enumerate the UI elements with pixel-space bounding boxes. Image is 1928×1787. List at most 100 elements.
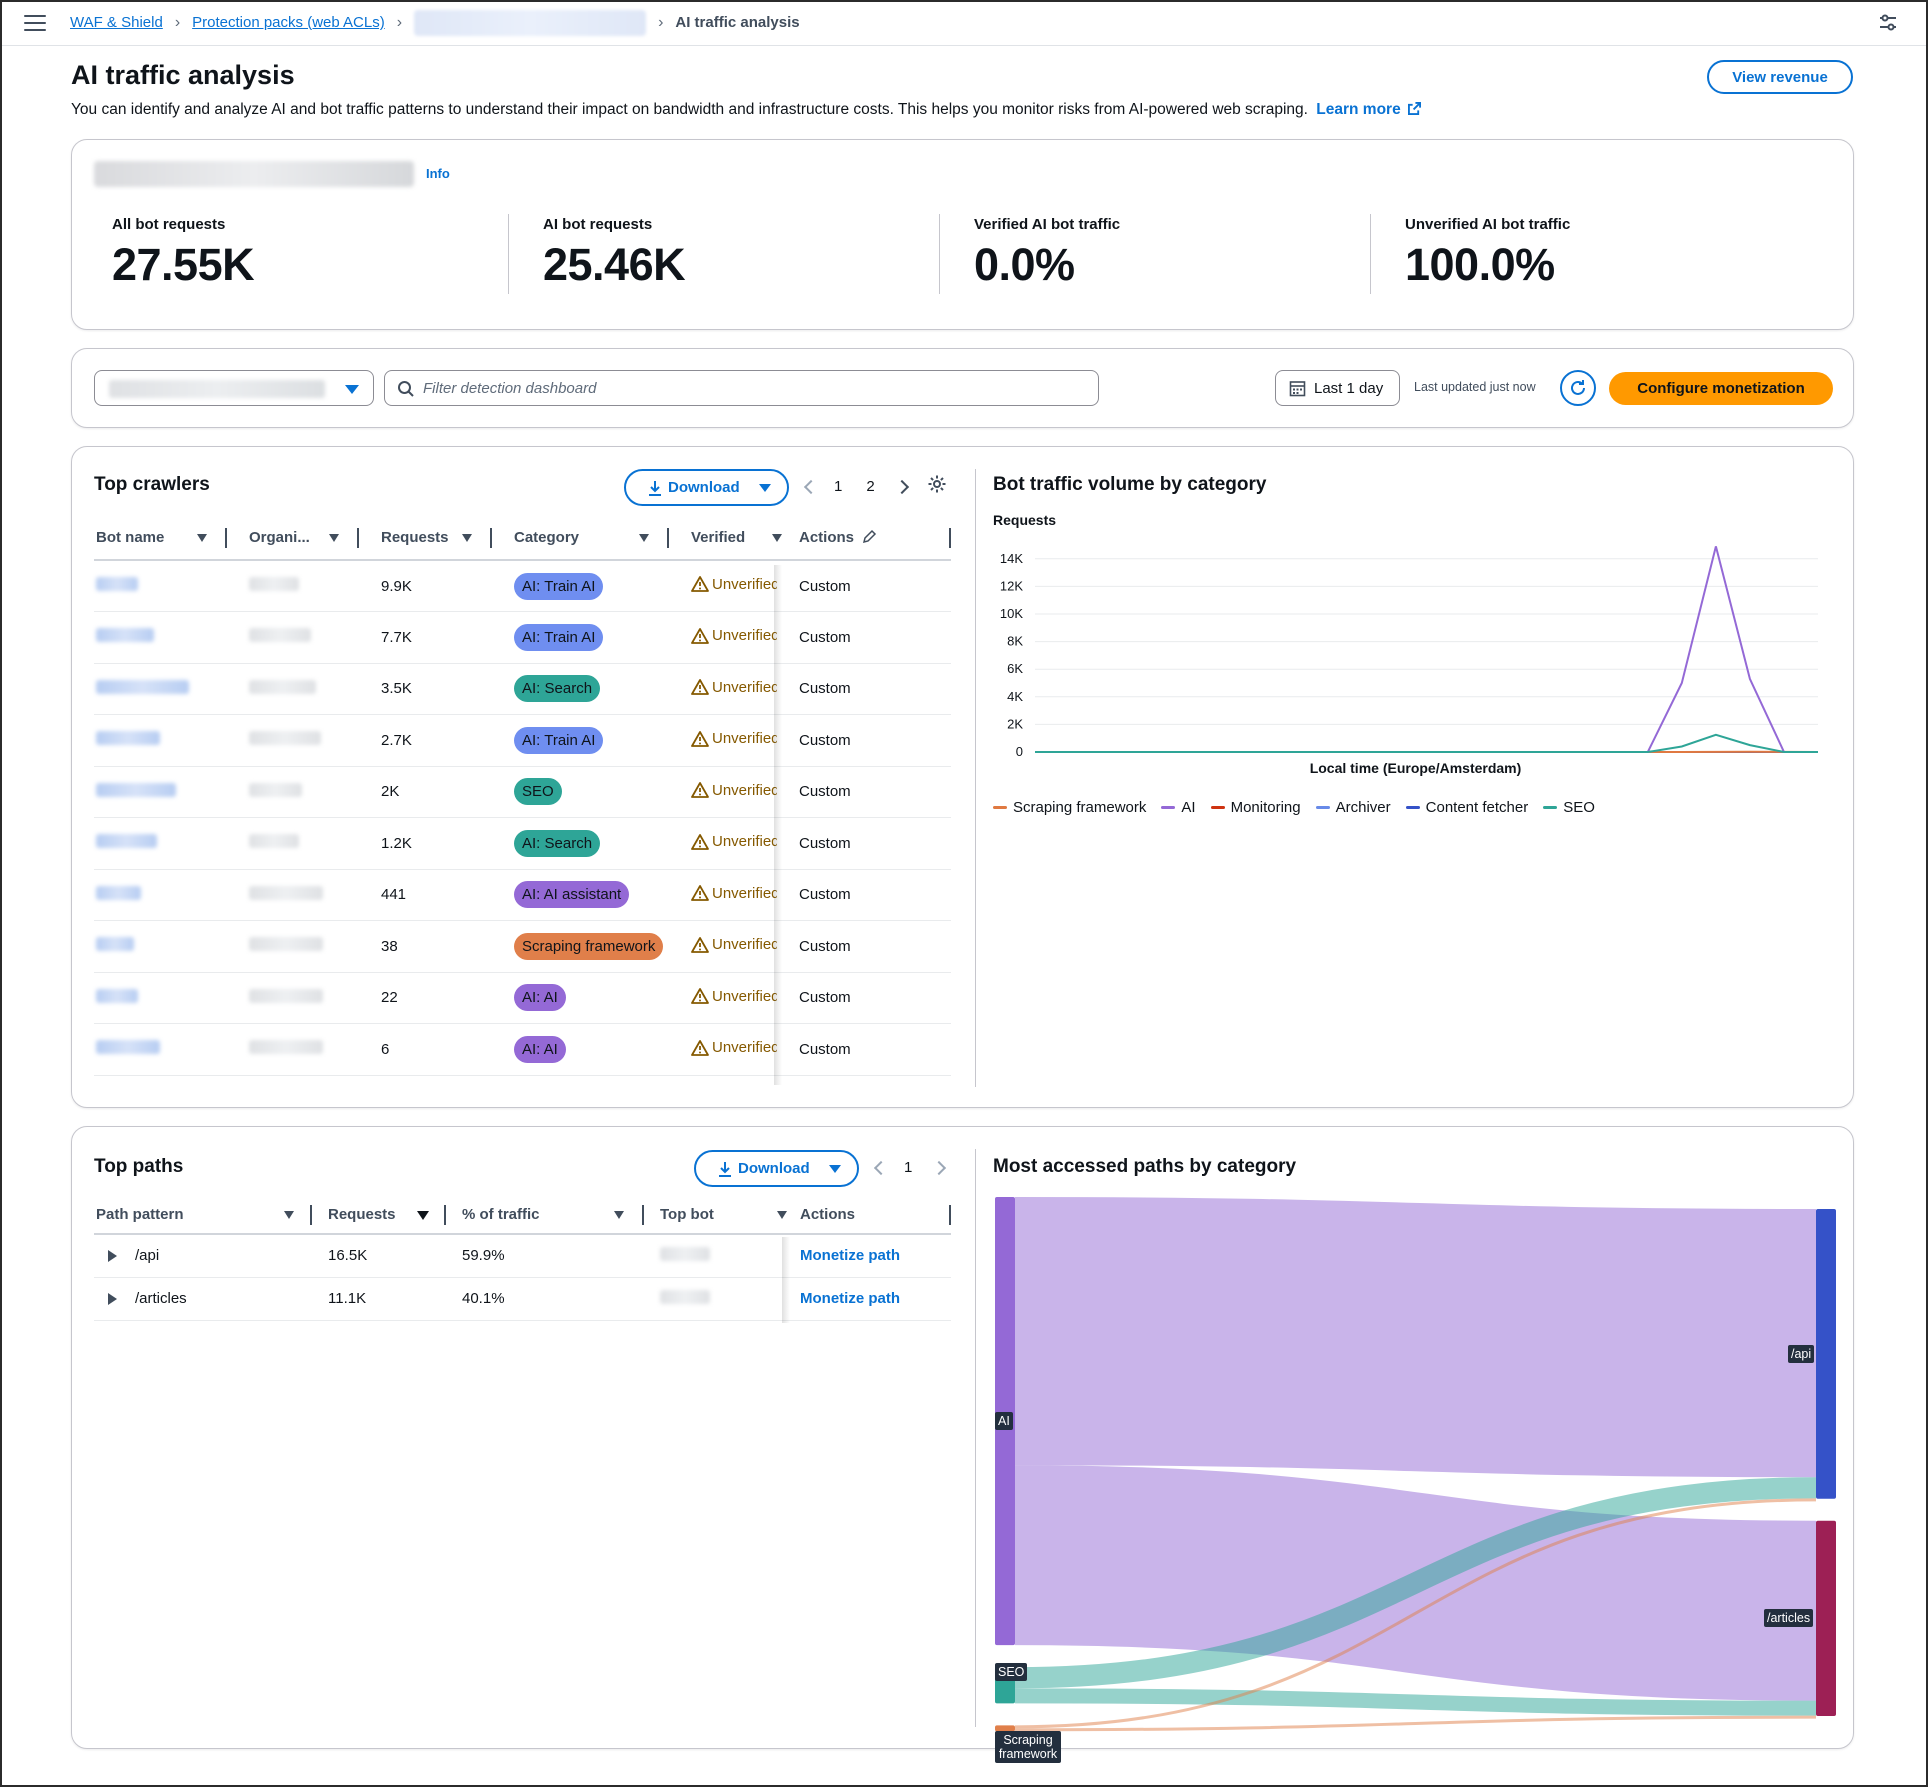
column-resizer[interactable] (225, 528, 227, 548)
bot-name-link-redacted[interactable] (96, 937, 135, 952)
monetize-path-link[interactable]: Monetize path (800, 1290, 900, 1307)
gear-icon[interactable] (927, 474, 947, 494)
page-1[interactable]: 1 (904, 1159, 913, 1176)
next-page-icon[interactable] (932, 1160, 947, 1175)
verified-cell: Unverified (669, 714, 779, 767)
sankey-node[interactable] (995, 1725, 1015, 1732)
col-path-pattern[interactable]: Path pattern (94, 1196, 312, 1235)
info-link[interactable]: Info (426, 166, 450, 181)
sort-icon[interactable] (197, 534, 207, 542)
view-revenue-button[interactable]: View revenue (1707, 60, 1853, 94)
web-acl-select[interactable] (94, 370, 374, 406)
series-line-seo[interactable] (1035, 733, 1818, 753)
previous-page-icon[interactable] (803, 479, 819, 494)
col-bot-name[interactable]: Bot name (94, 516, 227, 561)
breadcrumb-web-acl-redacted[interactable] (414, 9, 647, 36)
bot-name-link-redacted[interactable] (96, 834, 157, 849)
sankey-link[interactable] (1014, 1197, 1817, 1478)
action-cell[interactable]: Custom (779, 869, 951, 921)
sankey-link[interactable] (1014, 1477, 1817, 1689)
bot-name-link-redacted[interactable] (96, 731, 160, 746)
col-requests[interactable]: Requests (312, 1196, 446, 1235)
action-cell[interactable]: Custom (779, 663, 951, 715)
legend-item[interactable]: Archiver (1315, 799, 1391, 816)
bot-name-link-redacted[interactable] (96, 782, 176, 797)
action-cell[interactable]: Custom (779, 972, 951, 1024)
action-cell[interactable]: Custom (779, 817, 951, 870)
action-cell[interactable]: Custom (779, 560, 951, 612)
chart-legend: Scraping framework AI Monitoring Archiver Co… (993, 799, 1610, 816)
expand-caret-icon[interactable] (108, 1293, 117, 1306)
series-line-ai[interactable] (1035, 546, 1818, 753)
sort-desc-icon[interactable] (417, 1211, 429, 1220)
action-cell[interactable]: Custom (779, 1023, 951, 1076)
col-pct-traffic[interactable]: % of traffic (446, 1196, 644, 1235)
column-resizer[interactable] (310, 1205, 312, 1225)
sankey-link[interactable] (1014, 1715, 1817, 1732)
search-input[interactable]: Filter detection dashboard (384, 370, 1099, 406)
column-resizer[interactable] (357, 528, 359, 548)
sort-icon[interactable] (777, 1211, 787, 1219)
legend-item[interactable]: AI (1161, 799, 1196, 816)
organization-cell (227, 766, 359, 818)
action-cell[interactable]: Custom (779, 714, 951, 767)
previous-page-icon[interactable] (873, 1160, 889, 1175)
legend-item[interactable]: Monitoring (1210, 799, 1301, 816)
column-resizer[interactable] (444, 1205, 446, 1225)
sankey-node[interactable] (1816, 1209, 1836, 1499)
refresh-icon (1571, 380, 1585, 395)
breadcrumb-protection-packs[interactable]: Protection packs (web ACLs) (192, 14, 385, 31)
sankey-link[interactable] (1014, 1688, 1817, 1716)
column-resizer[interactable] (667, 528, 669, 548)
category-cell: AI: AI assistant (492, 869, 669, 921)
sort-icon[interactable] (462, 534, 472, 542)
bot-name-link-redacted[interactable] (96, 885, 141, 900)
action-cell[interactable]: Custom (779, 611, 951, 664)
col-requests[interactable]: Requests (359, 516, 492, 561)
legend-item[interactable]: Content fetcher (1405, 799, 1528, 816)
action-cell[interactable]: Custom (779, 766, 951, 818)
bot-name-link-redacted[interactable] (96, 988, 138, 1003)
sliders-icon[interactable] (1878, 13, 1898, 33)
column-resizer[interactable] (949, 1205, 951, 1225)
sort-icon[interactable] (284, 1211, 294, 1219)
action-cell[interactable]: Custom (779, 920, 951, 973)
column-resizer[interactable] (949, 528, 951, 548)
column-resizer[interactable] (642, 1205, 644, 1225)
bot-name-link-redacted[interactable] (96, 628, 154, 643)
date-range-button[interactable]: Last 1 day (1275, 370, 1400, 406)
monetize-path-link[interactable]: Monetize path (800, 1247, 900, 1265)
sort-icon[interactable] (772, 534, 782, 542)
learn-more-link[interactable]: Learn more (1316, 101, 1421, 118)
expand-caret-icon[interactable] (108, 1250, 117, 1263)
column-resizer[interactable] (490, 528, 492, 548)
bot-name-link-redacted[interactable] (96, 577, 138, 591)
page-1[interactable]: 1 (834, 478, 843, 495)
sankey-link[interactable] (1014, 1498, 1817, 1729)
legend-swatch (1210, 806, 1225, 809)
col-verified[interactable]: Verified (669, 516, 782, 561)
configure-monetization-button[interactable]: Configure monetization (1609, 372, 1833, 405)
y-tick-label: 6K (1007, 661, 1023, 676)
sort-icon[interactable] (614, 1211, 624, 1219)
sankey-node[interactable] (1816, 1520, 1836, 1716)
download-button[interactable]: Download (624, 469, 789, 506)
bot-name-link-redacted[interactable] (96, 679, 189, 694)
col-top-bot[interactable]: Top bot (644, 1196, 787, 1235)
sort-icon[interactable] (639, 534, 649, 542)
refresh-button[interactable] (1560, 370, 1596, 406)
top-paths-panel: Top paths Download 1 Path pattern Reques… (71, 1126, 1854, 1764)
page-2[interactable]: 2 (866, 478, 875, 495)
table-row: 3.5K AI: Search Unverified Custom (94, 663, 951, 715)
bot-name-link-redacted[interactable] (96, 1040, 160, 1055)
breadcrumb-waf-shield[interactable]: WAF & Shield (70, 14, 163, 31)
divider (975, 469, 976, 1087)
legend-item[interactable]: SEO (1543, 799, 1595, 816)
menu-icon[interactable] (24, 14, 46, 31)
next-page-icon[interactable] (894, 479, 909, 494)
legend-item[interactable]: Scraping framework (993, 799, 1146, 816)
col-category[interactable]: Category (492, 516, 669, 561)
download-button[interactable]: Download (694, 1150, 859, 1187)
sort-icon[interactable] (329, 534, 339, 542)
col-organization[interactable]: Organi... (227, 516, 359, 561)
